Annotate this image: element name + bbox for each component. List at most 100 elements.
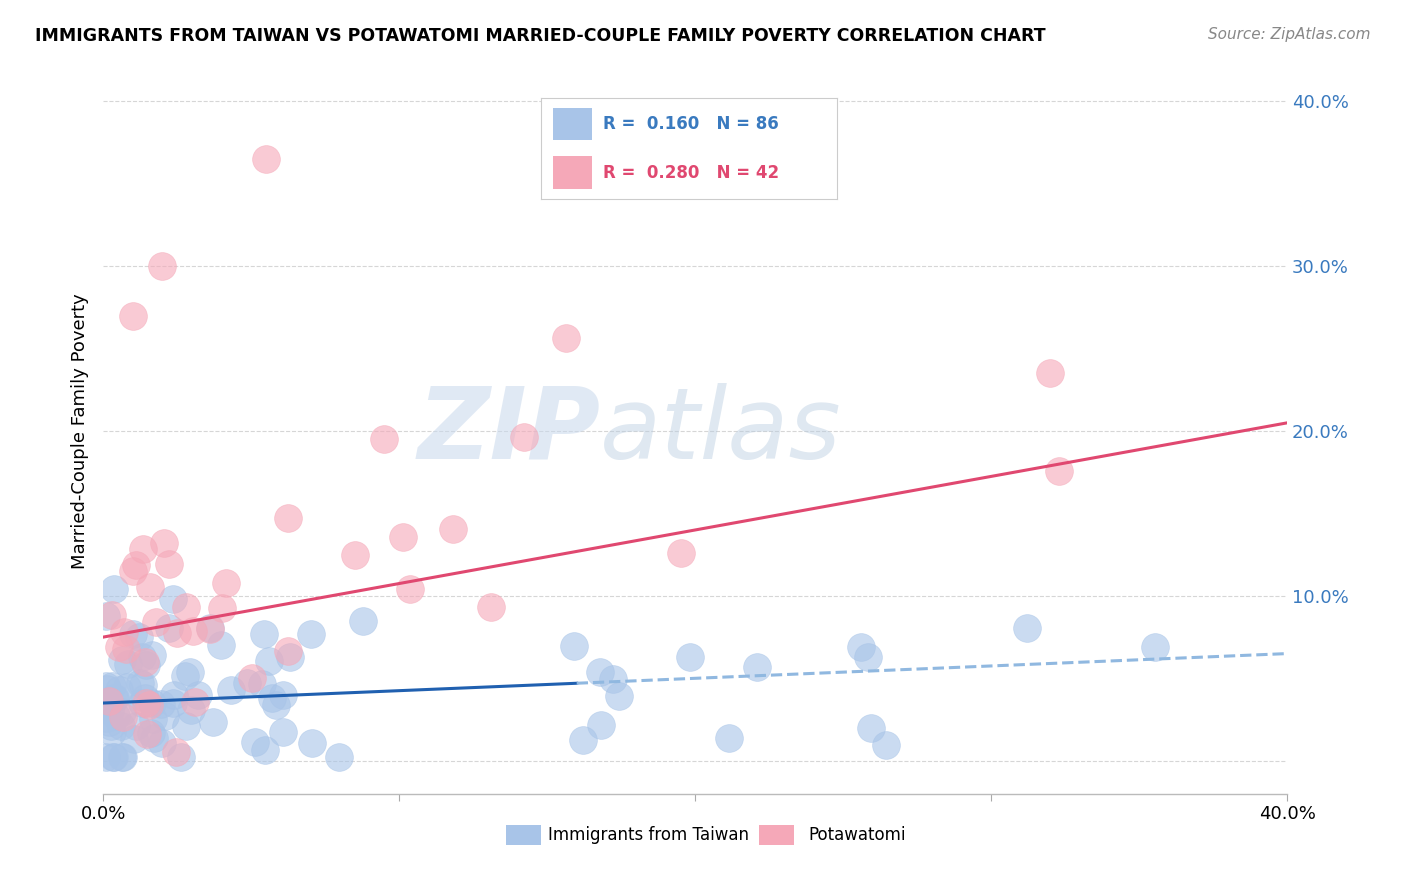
Point [399,582,422,597]
Point [112,750,135,764]
Point [562,639,585,653]
Point [860,721,883,735]
Point [112,624,135,639]
Point [717,731,740,745]
Point [745,660,768,674]
Point [131,696,153,710]
Point [607,690,630,704]
Point [264,698,287,712]
Point [117,680,139,694]
Point [100,719,122,733]
Point [131,649,153,664]
Point [572,732,595,747]
Point [276,644,298,658]
Point [184,695,207,709]
Point [183,624,205,638]
Point [209,638,232,652]
Point [150,697,173,711]
Point [858,650,880,665]
Point [392,530,415,544]
Text: ZIP: ZIP [418,383,600,480]
Point [166,626,188,640]
Point [245,735,267,749]
Point [117,657,139,672]
Point [162,592,184,607]
Point [602,672,624,686]
Point [111,706,134,720]
Point [200,622,222,636]
Point [250,677,273,691]
Point [150,735,173,749]
Point [254,152,277,166]
Point [170,750,193,764]
Point [174,719,197,733]
Point [343,548,366,562]
Point [328,750,350,764]
Point [145,615,167,630]
Point [141,648,163,662]
Point [187,688,209,702]
Point [278,650,301,665]
Point [94,608,117,623]
Point [94,750,117,764]
Point [669,546,692,560]
Point [352,614,374,628]
Point [441,523,464,537]
Point [138,698,160,713]
Point [96,679,118,693]
Point [110,653,132,667]
Point [104,691,127,706]
Point [153,536,176,550]
Point [110,719,132,733]
Point [512,430,534,444]
Point [97,715,120,730]
Point [142,731,165,746]
Point [135,696,157,710]
Point [128,676,150,690]
Point [301,736,323,750]
Point [1039,367,1062,381]
Point [101,679,124,693]
Point [589,717,612,731]
Point [174,669,197,683]
Point [122,565,145,579]
Text: Source: ZipAtlas.com: Source: ZipAtlas.com [1208,27,1371,42]
Point [134,655,156,669]
Point [163,689,186,703]
Point [94,711,117,725]
Point [111,750,134,764]
Point [139,726,162,740]
Point [108,683,131,698]
Point [134,691,156,706]
Text: Potawatomi: Potawatomi [808,826,905,844]
Point [108,640,131,654]
Point [132,678,155,692]
Point [157,557,180,571]
Point [96,682,118,697]
Point [124,719,146,733]
Point [1143,640,1166,654]
Point [165,745,187,759]
Point [111,709,134,723]
Point [103,691,125,706]
Point [142,712,165,726]
Point [1049,464,1071,478]
Point [849,640,872,655]
Point [153,709,176,723]
Point [103,582,125,596]
Point [162,697,184,711]
Point [271,688,294,702]
Point [252,626,274,640]
Point [139,580,162,594]
Point [157,621,180,635]
Point [122,626,145,640]
Text: Immigrants from Taiwan: Immigrants from Taiwan [548,826,749,844]
Point [135,726,157,740]
Point [202,714,225,729]
Point [179,665,201,680]
Point [271,724,294,739]
Point [373,433,395,447]
Point [180,703,202,717]
Y-axis label: Married-Couple Family Poverty: Married-Couple Family Poverty [72,293,89,569]
Point [200,621,222,635]
